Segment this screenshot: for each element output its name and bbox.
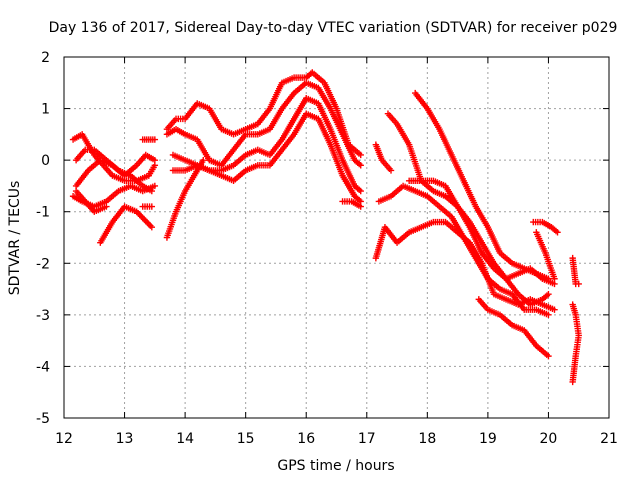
data-point [357, 203, 364, 210]
series-sat-d [72, 187, 110, 215]
y-tick-label: 2 [41, 50, 50, 66]
series-sat-f [72, 151, 159, 190]
y-tick-label: -2 [36, 256, 50, 272]
data-point [357, 187, 364, 195]
series-sat-p [375, 182, 552, 319]
x-tick-label: 18 [418, 431, 436, 447]
x-tick-label: 19 [479, 431, 497, 447]
x-tick-label: 20 [540, 431, 558, 447]
y-tick-label: -5 [36, 411, 50, 427]
x-tick-label: 14 [176, 431, 194, 447]
data-point [200, 156, 207, 164]
data-point [554, 229, 561, 236]
data-point [545, 275, 552, 282]
series-sat-w [569, 254, 582, 288]
series-sat-n [339, 198, 364, 210]
series-sat-x [569, 301, 582, 386]
series-sat-q [384, 110, 552, 308]
y-axis-title: SDTVAR / TECUs [7, 181, 23, 296]
x-tick-label: 13 [116, 431, 134, 447]
data-point [545, 291, 552, 298]
y-tick-label: -3 [36, 308, 50, 324]
series-sat-u [475, 296, 552, 360]
chart-title: Day 136 of 2017, Sidereal Day-to-day VTE… [49, 20, 618, 36]
x-tick-labels: 12 13 14 15 16 17 18 19 20 21 [55, 431, 618, 447]
x-tick-label: 17 [358, 431, 376, 447]
series-sat-h [139, 136, 159, 143]
series-sat-y [533, 229, 558, 282]
data-point [575, 280, 582, 288]
data-point [551, 306, 558, 313]
y-tick-label: 1 [41, 102, 50, 118]
data-point [545, 311, 552, 319]
x-tick-label: 21 [600, 431, 618, 447]
data-point [357, 162, 364, 169]
data-point [148, 223, 156, 231]
series-sat-s [412, 89, 552, 282]
data-point [357, 151, 364, 159]
data-series [69, 69, 582, 386]
y-tick-labels: 2 1 0 -1 -2 -3 -4 -5 [36, 50, 50, 427]
data-point [103, 203, 110, 210]
data-point [545, 352, 552, 360]
y-tick-label: 0 [41, 153, 50, 169]
series-sat-j [163, 79, 364, 169]
x-tick-label: 16 [297, 431, 315, 447]
series-sat-e [97, 203, 156, 246]
series-sat-v [530, 218, 561, 236]
y-tick-label: -4 [36, 359, 50, 375]
axis-ticks [63, 56, 610, 419]
series-sat-g [139, 203, 156, 210]
data-point [148, 187, 156, 195]
y-tick-label: -1 [36, 205, 50, 221]
data-point [551, 275, 558, 282]
series-sat-l [169, 110, 364, 205]
x-tick-label: 15 [237, 431, 255, 447]
x-axis-title: GPS time / hours [277, 458, 394, 474]
data-point [151, 182, 159, 190]
plot-frame [63, 56, 610, 419]
data-point [148, 203, 156, 210]
data-point [387, 167, 395, 174]
data-point [151, 136, 159, 143]
series-sat-t [372, 141, 395, 174]
x-tick-label: 12 [55, 431, 73, 447]
series-sat-i [163, 69, 364, 159]
data-point [151, 156, 159, 164]
data-point [569, 378, 576, 386]
series-sat-m [163, 156, 207, 241]
